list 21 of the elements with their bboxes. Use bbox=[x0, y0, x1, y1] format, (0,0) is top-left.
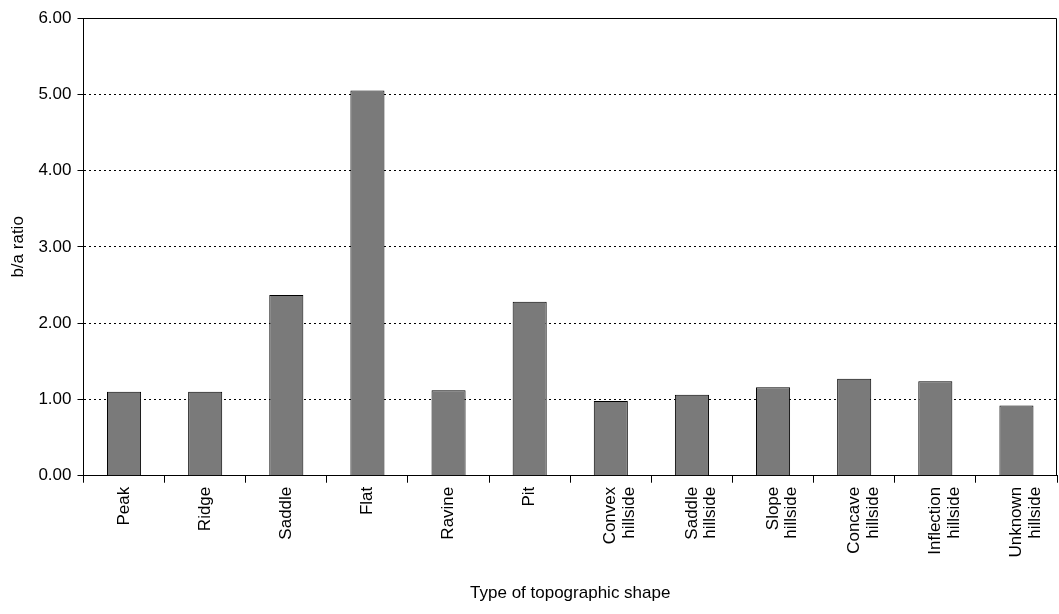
x-tick-label: Peak bbox=[113, 486, 133, 526]
y-tick-label: 0.00 bbox=[38, 465, 72, 485]
x-tick-label: Inflection hillside bbox=[925, 486, 963, 555]
x-tick-label: Ridge bbox=[194, 486, 214, 532]
y-tick-label: 6.00 bbox=[38, 7, 72, 27]
y-tick-label: 3.00 bbox=[38, 236, 72, 256]
x-tick-label: Concave hillside bbox=[843, 486, 882, 554]
x-axis-title: Type of topographic shape bbox=[470, 583, 671, 603]
x-tick-label: Pit bbox=[519, 486, 539, 507]
x-tick-label: Ravine bbox=[438, 486, 458, 540]
x-tick-label: Unknown hillside bbox=[1006, 486, 1044, 558]
y-tick-label: 4.00 bbox=[38, 160, 72, 180]
x-tick-label: Convex hillside bbox=[600, 486, 639, 545]
y-tick-label: 5.00 bbox=[38, 83, 72, 103]
x-tick-label: Saddle hillside bbox=[681, 486, 720, 540]
y-tick-label: 1.00 bbox=[38, 389, 72, 409]
y-tick-label: 2.00 bbox=[38, 312, 72, 332]
x-tick-label: Flat bbox=[357, 486, 377, 516]
y-axis-title: b/a ratio bbox=[7, 216, 27, 278]
x-tick-label: Saddle bbox=[275, 486, 295, 540]
x-tick-label: Slope hillside bbox=[762, 486, 801, 539]
